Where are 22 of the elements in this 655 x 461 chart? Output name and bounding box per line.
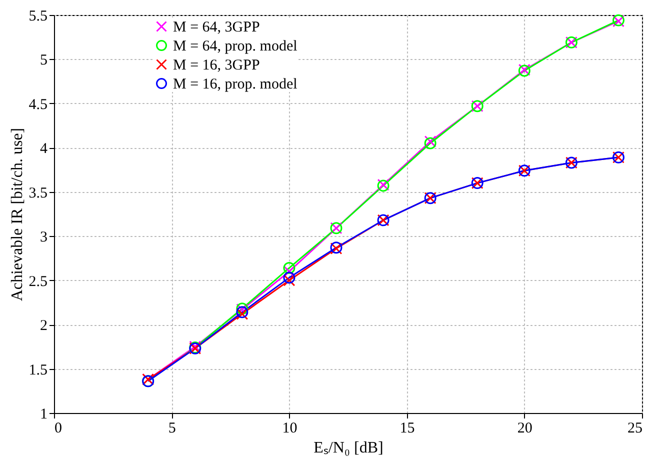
x-tick-label: 25	[628, 420, 642, 436]
legend-label: M = 64, 3GPP	[173, 20, 260, 36]
y-tick-label: 3.5	[28, 185, 48, 202]
x-tick-label: 10	[282, 420, 298, 436]
y-axis-title: Achievable IR [bit/ch. use]	[8, 128, 26, 302]
x-tick-label: 5	[168, 420, 176, 436]
legend-label: M = 16, prop. model	[173, 76, 298, 92]
y-tick-label: 2	[40, 318, 48, 334]
legend-label: M = 64, prop. model	[173, 38, 298, 54]
y-tick-label: 4	[40, 141, 48, 158]
y-tick-label: 1	[40, 406, 48, 422]
y-tick-label: 5.5	[28, 8, 48, 24]
x-axis-title: Eₛ/N₀ [dB]	[314, 440, 384, 456]
y-tick-label: 1.5	[28, 362, 48, 378]
y-tick-label: 4.5	[28, 96, 48, 113]
y-tick-label: 2.5	[28, 274, 48, 290]
y-tick-label: 3	[40, 230, 48, 246]
x-tick-label: 15	[400, 420, 415, 436]
legend-label: M = 16, 3GPP	[173, 58, 260, 74]
x-tick-label: 0	[54, 420, 62, 436]
x-tick-label: 20	[517, 420, 532, 436]
y-tick-label: 5	[40, 52, 48, 69]
